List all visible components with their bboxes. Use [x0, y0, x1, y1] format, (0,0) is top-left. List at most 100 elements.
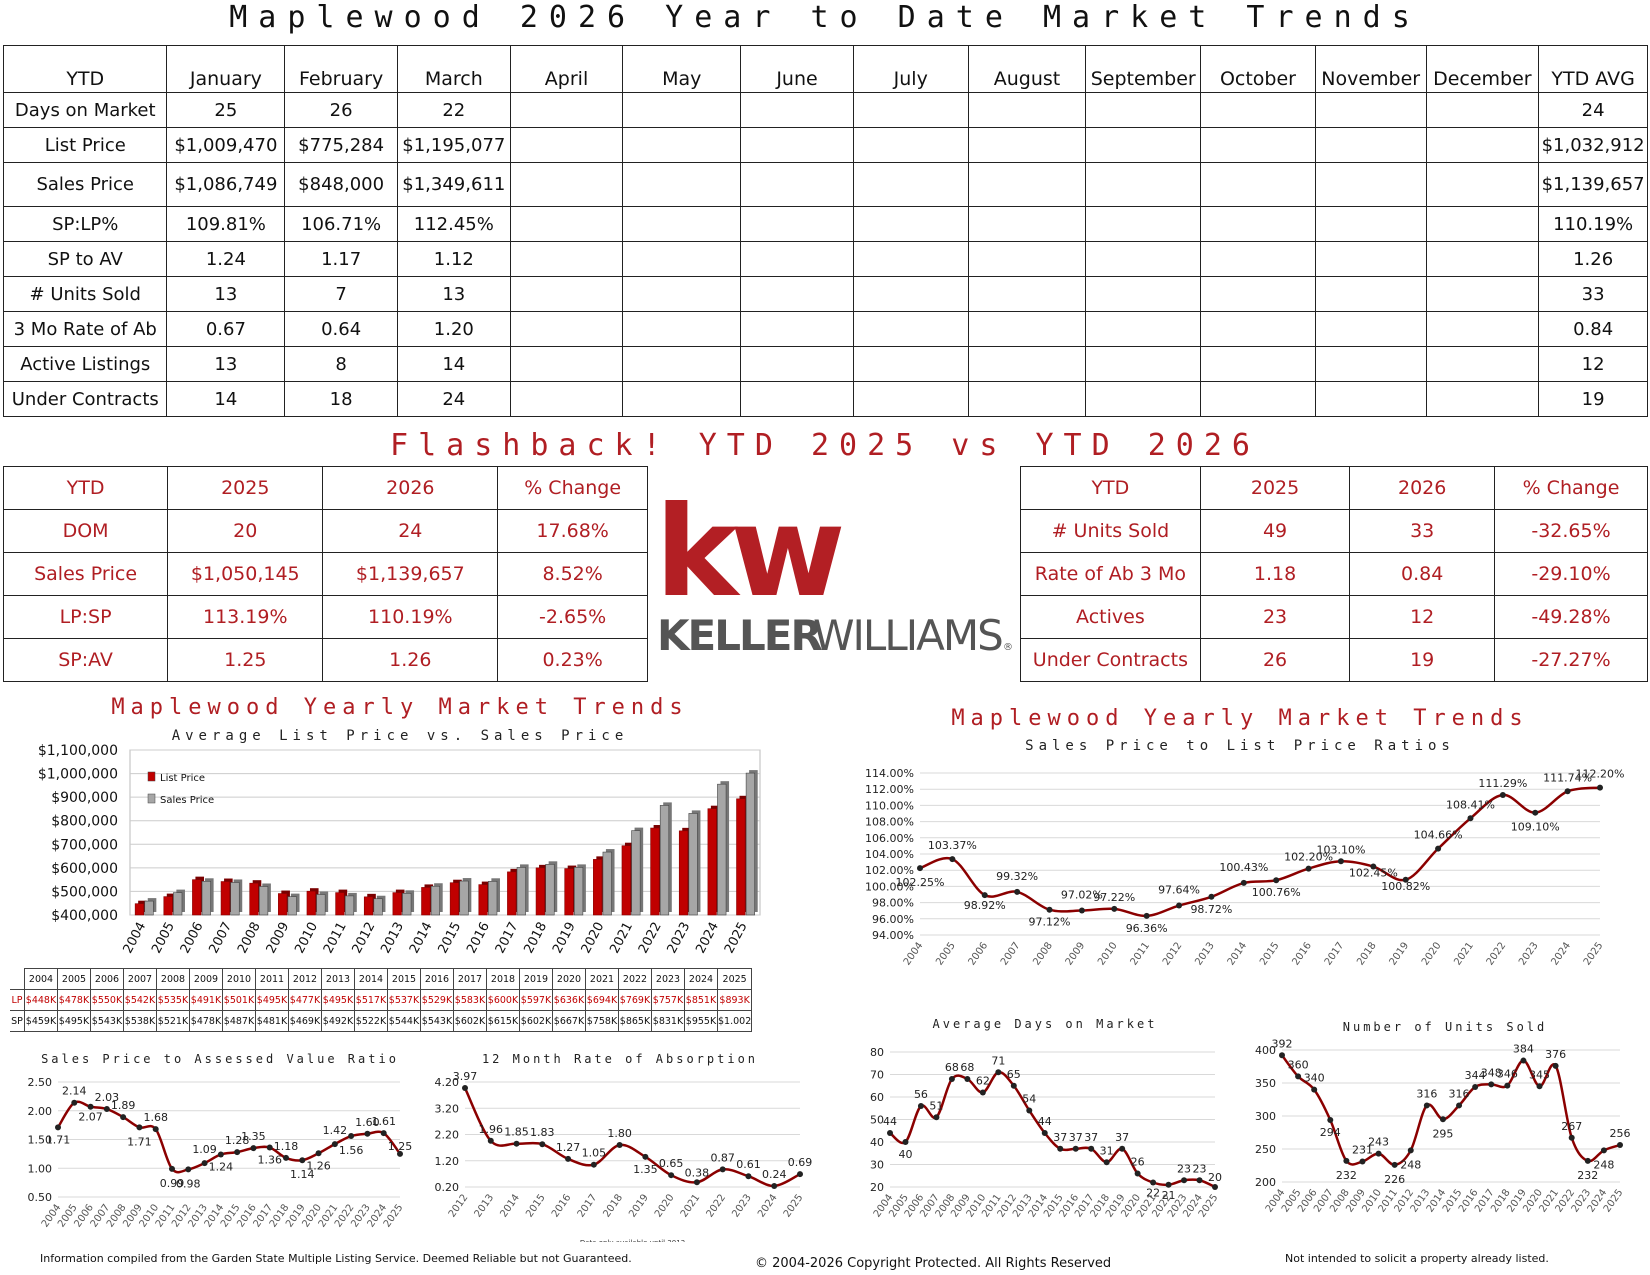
y-tick-label: $400,000 — [51, 908, 118, 924]
price-table-year: 2013 — [321, 968, 355, 990]
ytd-cell: 13 — [166, 276, 286, 312]
y-tick-label: 50 — [870, 1114, 884, 1127]
ytd-cell: $1,009,470 — [166, 127, 286, 163]
data-label: 62 — [976, 1075, 990, 1088]
ytd-cell — [509, 346, 624, 382]
ytd-cell — [1425, 241, 1540, 277]
x-tick-label: 2005 — [934, 940, 958, 967]
data-label: 0.87 — [710, 1151, 735, 1164]
compare-cell: 20 — [167, 509, 324, 553]
x-tick-label: 2012 — [447, 1192, 471, 1219]
data-point — [1078, 907, 1085, 914]
data-label: 316 — [1416, 1087, 1437, 1100]
data-label: 111.74% — [1543, 771, 1592, 784]
data-point — [797, 1171, 803, 1178]
y-tick-label: 20 — [870, 1181, 884, 1194]
ytd-cell — [509, 241, 624, 277]
bar-sales-price — [717, 783, 727, 916]
data-point — [964, 1076, 971, 1082]
data-point — [1499, 791, 1506, 798]
x-tick-label: 2014 — [1226, 940, 1250, 967]
data-point — [1212, 1184, 1218, 1190]
data-label: 1.05 — [582, 1147, 607, 1160]
price-table-cell: $667K — [552, 1010, 586, 1032]
compare-header-cell: YTD — [1020, 466, 1201, 510]
ytd-row-label: Sales Price — [2, 162, 168, 207]
bar-list-price — [478, 884, 488, 916]
bar-sales-price — [344, 895, 355, 916]
compare-table-left: YTD 2025 2026% Change DOM 20 24 17.68% Sales Pr… — [2, 466, 648, 682]
ytd-cell: $1,195,077 — [396, 127, 511, 163]
y-tick-label: 108.00% — [865, 816, 914, 829]
data-point — [1057, 1145, 1064, 1152]
data-label: 360 — [1288, 1058, 1309, 1071]
compare-header-row: YTD 2025 2026% Change — [1020, 466, 1648, 510]
ytd-header-cell: February — [284, 45, 398, 93]
data-label: 346 — [1497, 1068, 1518, 1081]
price-table-cell: $501K — [222, 989, 256, 1011]
data-point — [1423, 1102, 1430, 1109]
ytd-cell: 25 — [166, 92, 286, 128]
compare-cell: -2.65% — [497, 595, 648, 639]
data-point — [234, 1149, 241, 1156]
ytd-cell — [1085, 206, 1202, 242]
y-tick-label: $700,000 — [51, 837, 118, 853]
data-label: 348 — [1481, 1066, 1502, 1079]
data-label: 0.98 — [176, 1177, 201, 1190]
x-tick-label: 2011 — [321, 920, 350, 956]
price-table-row: SP $459K $495K $543K $538K $521K $478K $487K $48… — [10, 1010, 753, 1032]
data-label: 21 — [1162, 1189, 1176, 1202]
x-tick-label: 2015 — [1258, 940, 1282, 967]
data-point — [331, 1141, 338, 1148]
data-point — [1327, 1116, 1334, 1123]
x-tick-label: 2025 — [722, 920, 751, 956]
data-point — [1488, 1081, 1495, 1088]
ytd-cell — [967, 276, 1087, 312]
price-table-cell: $478K — [57, 989, 91, 1011]
bar-sales-price — [430, 885, 441, 916]
y-tick-label: 110.00% — [865, 799, 914, 812]
ytd-cell — [1314, 346, 1427, 382]
ytd-avg-cell: 12 — [1538, 346, 1648, 382]
data-point — [1343, 1157, 1350, 1164]
price-table-cell: $492K — [321, 1010, 355, 1032]
y-tick-label: 70 — [870, 1069, 884, 1082]
compare-header-cell: YTD — [2, 466, 169, 510]
data-label: 0.24 — [762, 1168, 787, 1181]
x-tick-label: 2004 — [902, 940, 926, 967]
data-point — [1072, 1145, 1079, 1152]
data-point — [487, 1137, 494, 1144]
price-table-cell: $893K — [716, 989, 753, 1011]
ytd-row-label: Days on Market — [2, 92, 168, 128]
price-table-cell: $495K — [255, 989, 289, 1011]
ytd-header-cell: August — [967, 45, 1087, 93]
y-tick-label: 2.50 — [28, 1076, 53, 1089]
y-tick-label: 114.00% — [865, 767, 914, 780]
x-tick-label: 2012 — [1161, 940, 1185, 967]
price-table-cell: $495K — [321, 989, 355, 1011]
ytd-cell — [509, 162, 624, 207]
data-point — [1134, 1170, 1141, 1177]
ytd-cell — [622, 381, 742, 417]
data-label: 68 — [960, 1061, 974, 1074]
ytd-cell: 106.71% — [284, 206, 398, 242]
compare-cell: -32.65% — [1494, 509, 1648, 553]
ytd-cell — [1425, 92, 1540, 128]
data-point — [513, 1140, 520, 1147]
ytd-cell: 14 — [396, 346, 511, 382]
ytd-cell — [1314, 206, 1427, 242]
compare-row: Under Contracts 26 19 -27.27% — [1020, 638, 1648, 682]
compare-cell: -27.27% — [1494, 638, 1648, 682]
compare-row: Sales Price $1,050,145 $1,139,657 8.52% — [2, 552, 648, 596]
y-tick-label: 4.20 — [435, 1076, 460, 1089]
x-tick-label: 2007 — [206, 920, 235, 956]
data-point — [103, 1106, 110, 1113]
data-point — [1456, 1102, 1463, 1109]
data-point — [1467, 815, 1474, 822]
ytd-header-cell: September — [1085, 45, 1202, 93]
data-point — [1532, 809, 1539, 816]
ytd-avg-cell: 24 — [1538, 92, 1648, 128]
x-tick-label: 2020 — [653, 1192, 677, 1219]
bar-list-price — [249, 882, 259, 916]
bar-list-price — [392, 892, 402, 916]
